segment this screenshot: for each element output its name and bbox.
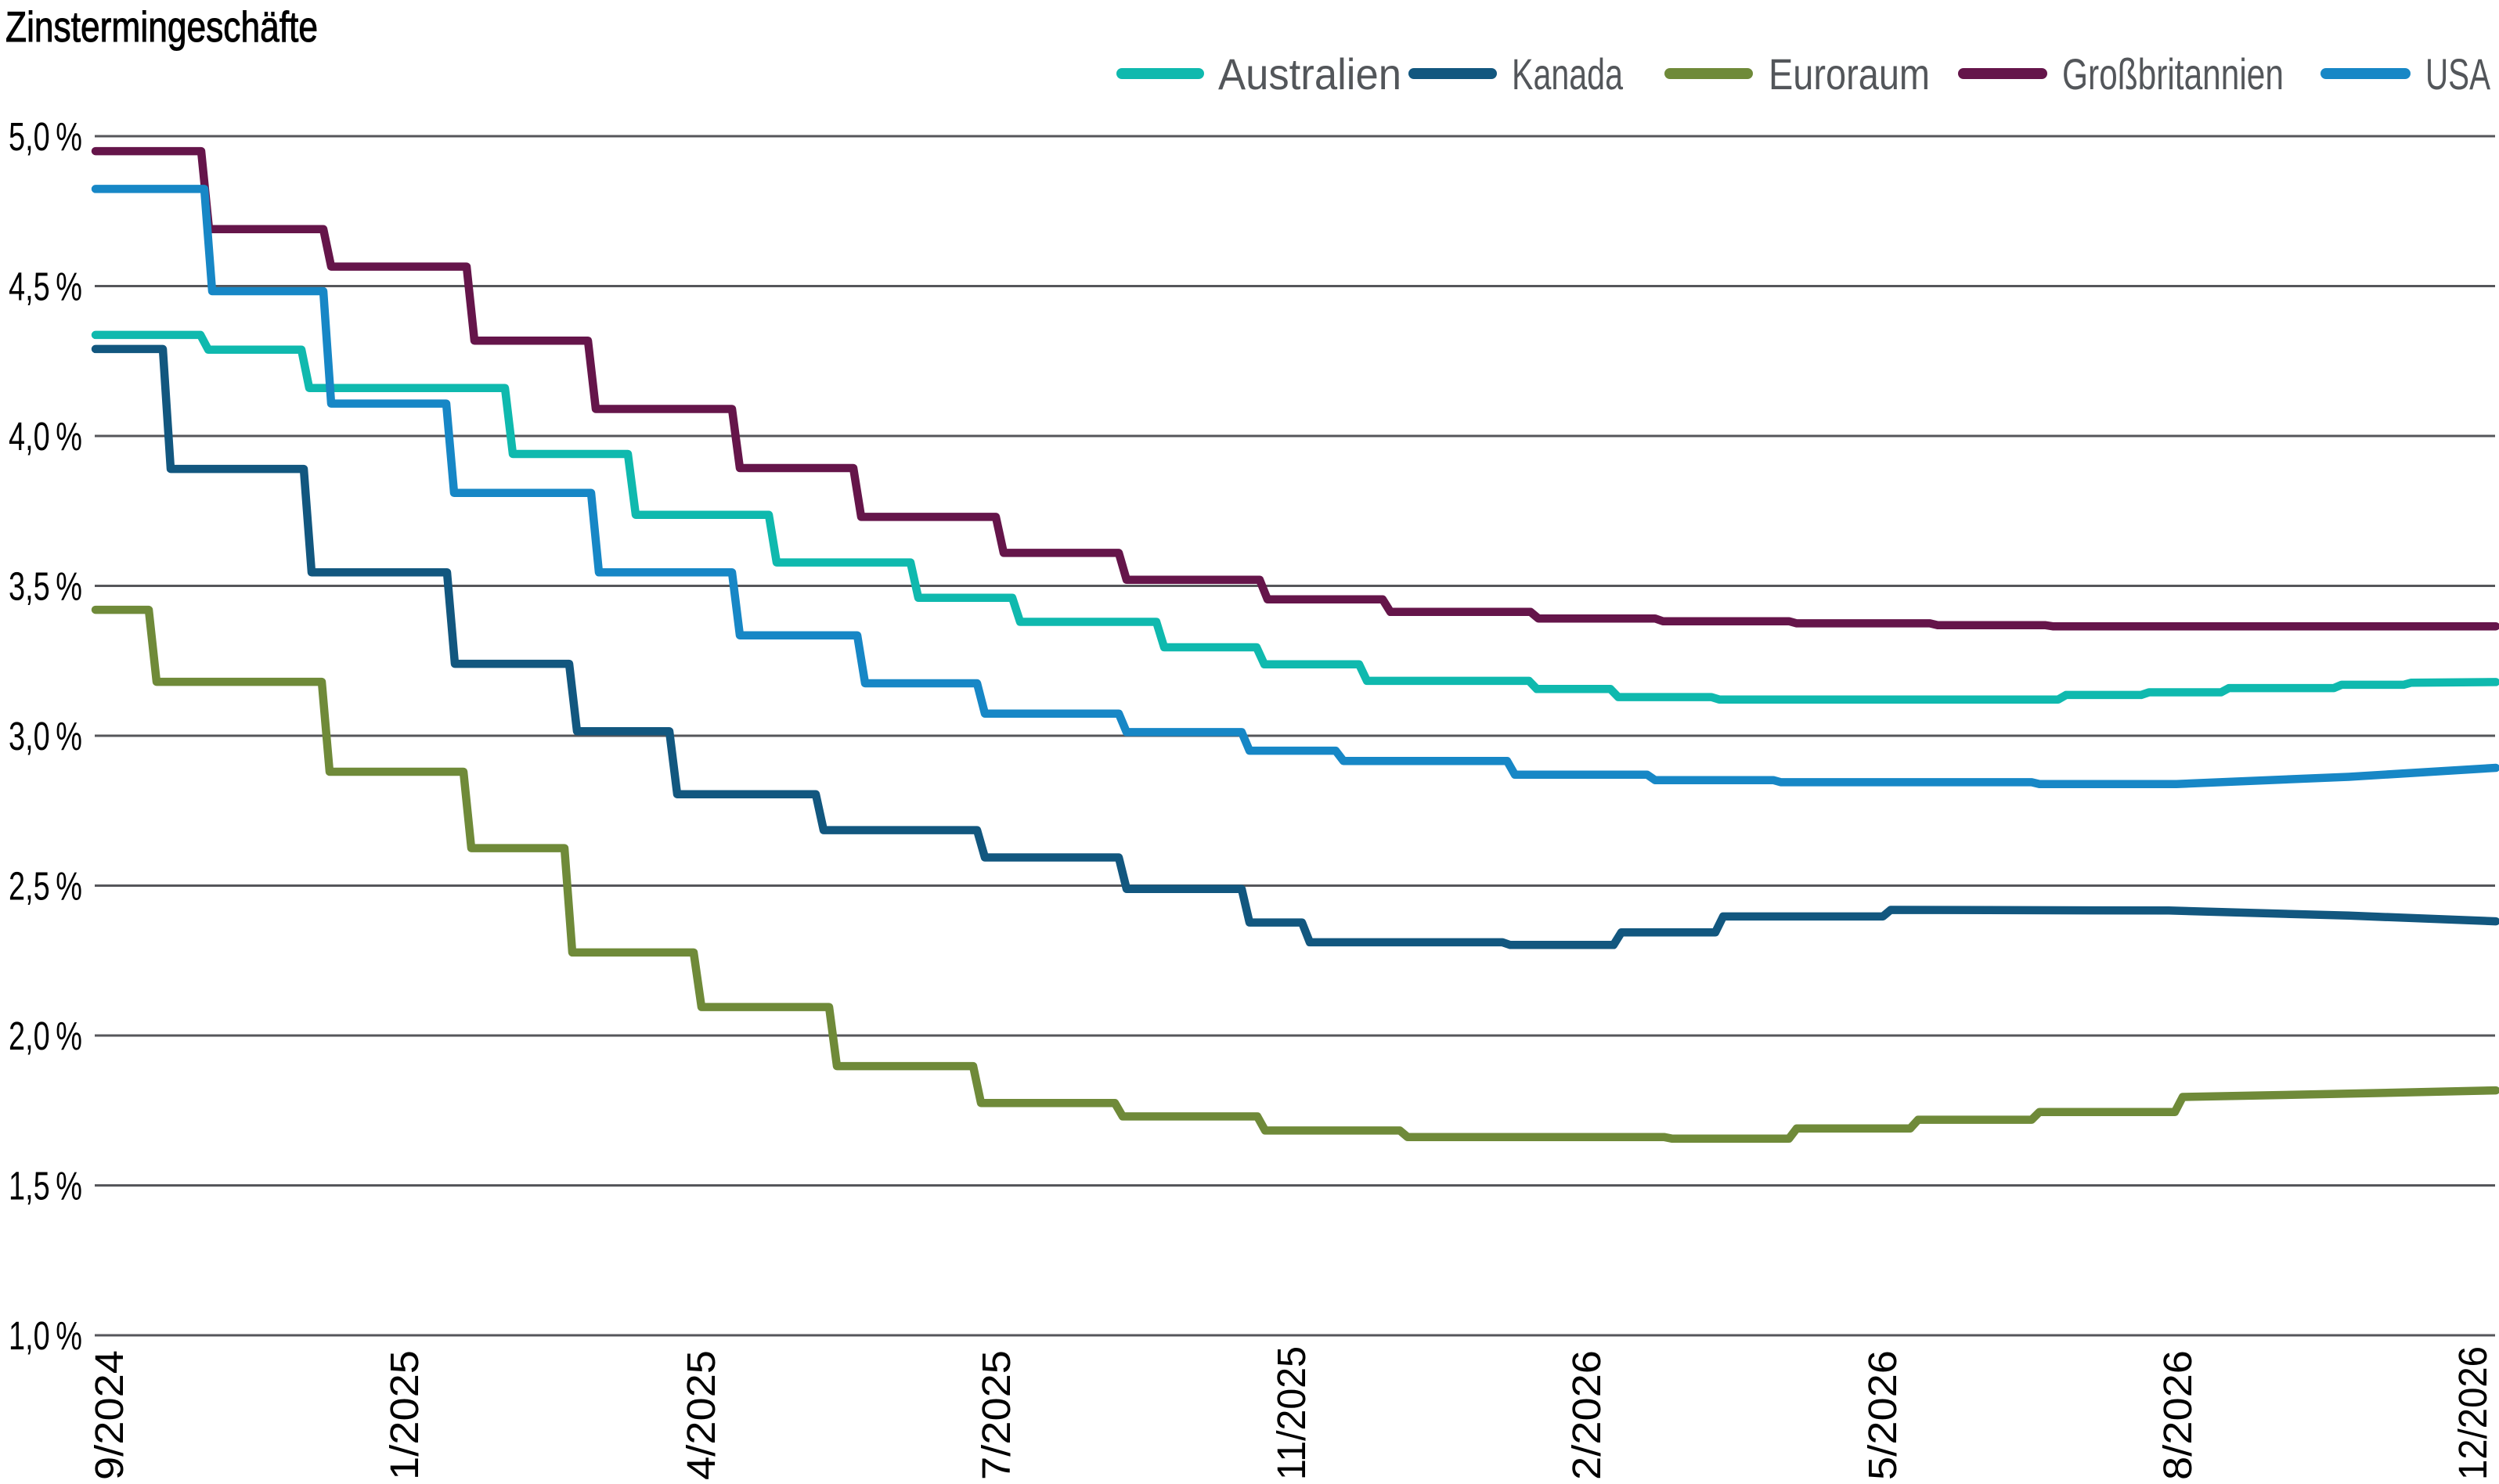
svg-text:2,5 %: 2,5 % [9, 864, 82, 909]
svg-text:5,0 %: 5,0 % [9, 114, 82, 159]
svg-text:Zinstermingeschäfte: Zinstermingeschäfte [5, 2, 318, 51]
svg-text:11/2025: 11/2025 [1269, 1346, 1314, 1480]
svg-text:8/2026: 8/2026 [2155, 1350, 2200, 1480]
svg-text:Kanada: Kanada [1512, 49, 1624, 99]
svg-text:1/2025: 1/2025 [382, 1350, 427, 1480]
svg-text:3,5 %: 3,5 % [9, 564, 82, 609]
svg-text:4,5 %: 4,5 % [9, 265, 82, 309]
svg-text:5/2026: 5/2026 [1860, 1350, 1905, 1480]
svg-text:4,0 %: 4,0 % [9, 414, 82, 459]
svg-text:12/2026: 12/2026 [2450, 1346, 2495, 1480]
svg-text:7/2025: 7/2025 [974, 1350, 1019, 1480]
svg-text:1,5 %: 1,5 % [9, 1164, 82, 1208]
svg-text:USA: USA [2425, 49, 2490, 99]
svg-text:3,0 %: 3,0 % [9, 714, 82, 758]
svg-text:Großbritannien: Großbritannien [2062, 49, 2284, 99]
svg-text:1,0 %: 1,0 % [9, 1313, 82, 1358]
svg-text:4/2025: 4/2025 [679, 1350, 723, 1480]
svg-text:2,0 %: 2,0 % [9, 1014, 82, 1058]
svg-text:9/2024: 9/2024 [87, 1350, 132, 1480]
svg-text:Euroraum: Euroraum [1769, 49, 1930, 99]
svg-text:2/2026: 2/2026 [1564, 1350, 1609, 1480]
svg-text:Australien: Australien [1218, 49, 1401, 99]
